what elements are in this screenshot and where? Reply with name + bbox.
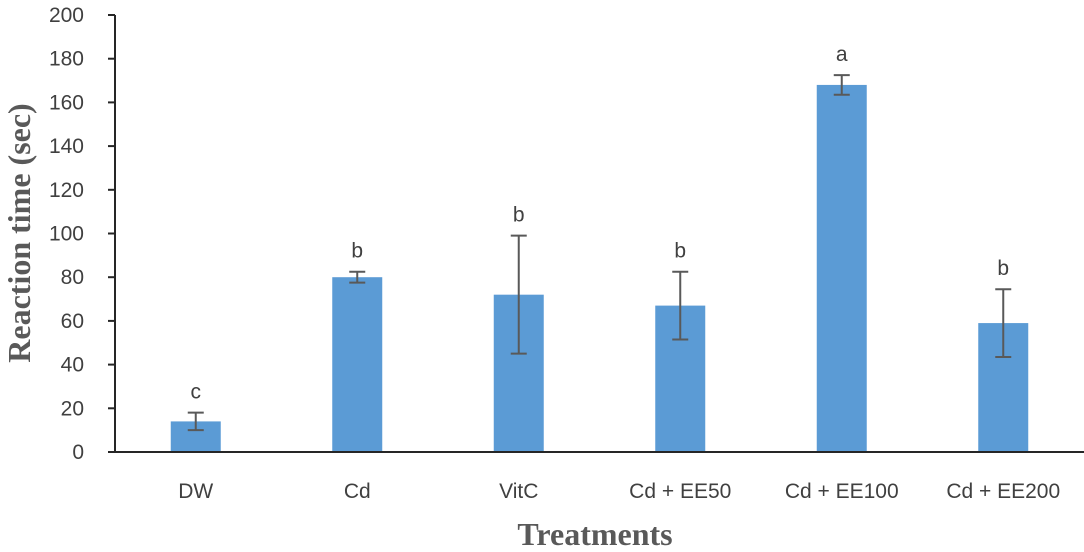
- y-tick-label: 100: [49, 223, 84, 246]
- x-category-labels: DW Cd VitC Cd + EE50 Cd + EE100 Cd + EE200: [178, 480, 1060, 503]
- bar: [816, 84, 867, 453]
- y-ticks-layer: 0 20 40 60 80 100 120 140 160 180 200: [49, 4, 115, 464]
- x-category-label: Cd + EE100: [785, 480, 899, 503]
- x-category-label: DW: [178, 480, 213, 503]
- bars-layer: [170, 84, 1029, 453]
- y-tick-label: 140: [49, 135, 84, 158]
- y-tick-label: 160: [49, 91, 84, 114]
- y-tick-label: 60: [61, 310, 84, 333]
- error-bar: [995, 288, 1012, 358]
- significance-letter: b: [351, 240, 363, 263]
- significance-letter: c: [191, 381, 202, 404]
- y-tick-label: 0: [72, 441, 84, 464]
- error-bar: [833, 74, 850, 96]
- y-tick-label: 120: [49, 179, 84, 202]
- bar: [332, 277, 383, 452]
- y-tick-label: 80: [61, 266, 84, 289]
- x-axis-title: Treatments: [517, 516, 672, 552]
- significance-letters: c b b b a b: [191, 43, 1010, 404]
- x-category-label: Cd + EE200: [946, 480, 1060, 503]
- y-tick-label: 180: [49, 48, 84, 71]
- y-tick-label: 40: [61, 354, 84, 377]
- error-bar: [672, 270, 689, 341]
- significance-letter: b: [997, 257, 1009, 280]
- y-tick-label: 200: [49, 4, 84, 27]
- error-bars-layer: [187, 74, 1012, 432]
- error-bar: [187, 411, 204, 432]
- axes-layer: [114, 15, 1084, 453]
- error-bar: [510, 234, 527, 355]
- significance-letter: b: [513, 204, 525, 227]
- significance-letter: a: [836, 43, 848, 66]
- x-category-label: Cd: [344, 480, 371, 503]
- y-axis-title: Reaction time (sec): [1, 103, 37, 362]
- x-category-label: VitC: [499, 480, 538, 503]
- significance-letter: b: [674, 240, 686, 263]
- y-tick-label: 20: [61, 397, 84, 420]
- error-bar: [349, 270, 366, 284]
- x-category-label: Cd + EE50: [629, 480, 731, 503]
